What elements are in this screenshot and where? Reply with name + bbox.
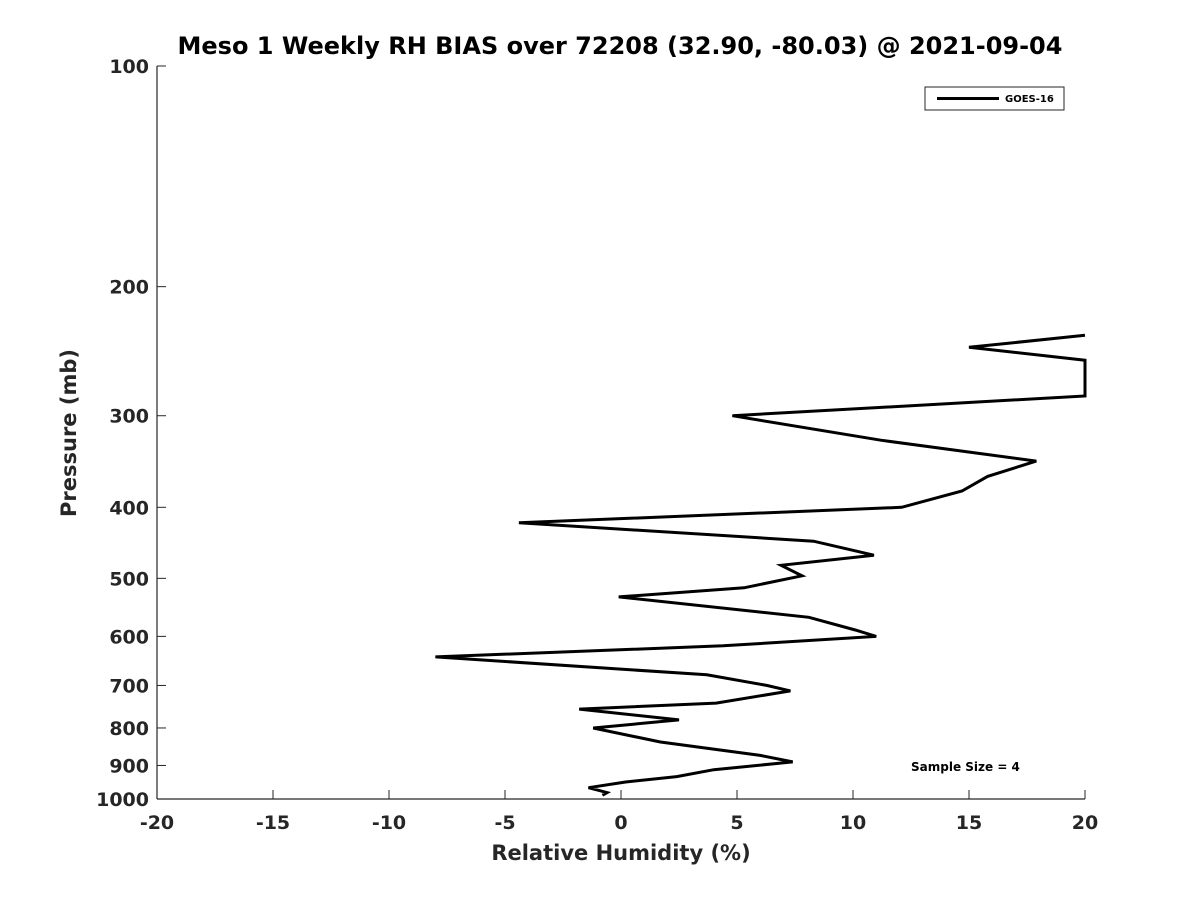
y-tick-label: 700	[109, 675, 149, 697]
y-axis-label: Pressure (mb)	[57, 349, 81, 517]
series-layer	[435, 333, 1087, 797]
x-tick-label: -15	[256, 812, 290, 834]
x-ticks: -20 -15 -10 -5 0 5 10 15 20	[140, 790, 1098, 834]
y-tick-label: 1000	[96, 789, 149, 811]
y-tick-label: 200	[109, 277, 149, 299]
y-tick-label: 900	[109, 755, 149, 777]
axes	[156, 66, 1085, 800]
sample-size-annotation: Sample Size = 4	[911, 760, 1020, 774]
y-tick-label: 500	[109, 568, 149, 590]
x-tick-label: -5	[494, 812, 515, 834]
y-tick-label: 800	[109, 718, 149, 740]
x-tick-label: 0	[614, 812, 627, 834]
legend-label: GOES-16	[1005, 94, 1054, 105]
y-tick-label: 400	[109, 497, 149, 519]
x-tick-label: -10	[372, 812, 406, 834]
chart-title: Meso 1 Weekly RH BIAS over 72208 (32.90,…	[178, 32, 1063, 60]
x-tick-label: 20	[1072, 812, 1098, 834]
x-tick-label: -20	[140, 812, 174, 834]
y-ticks: 100 200 300 400 500 600 700 800 900 1000	[96, 56, 166, 811]
x-axis-label: Relative Humidity (%)	[491, 841, 750, 865]
y-tick-label: 300	[109, 406, 149, 428]
series-line-goes-16	[435, 333, 1087, 797]
y-tick-label: 100	[109, 56, 149, 78]
x-tick-label: 5	[730, 812, 743, 834]
y-tick-label: 600	[109, 626, 149, 648]
x-tick-label: 10	[840, 812, 866, 834]
x-tick-label: 15	[956, 812, 982, 834]
legend: GOES-16	[924, 86, 1065, 111]
